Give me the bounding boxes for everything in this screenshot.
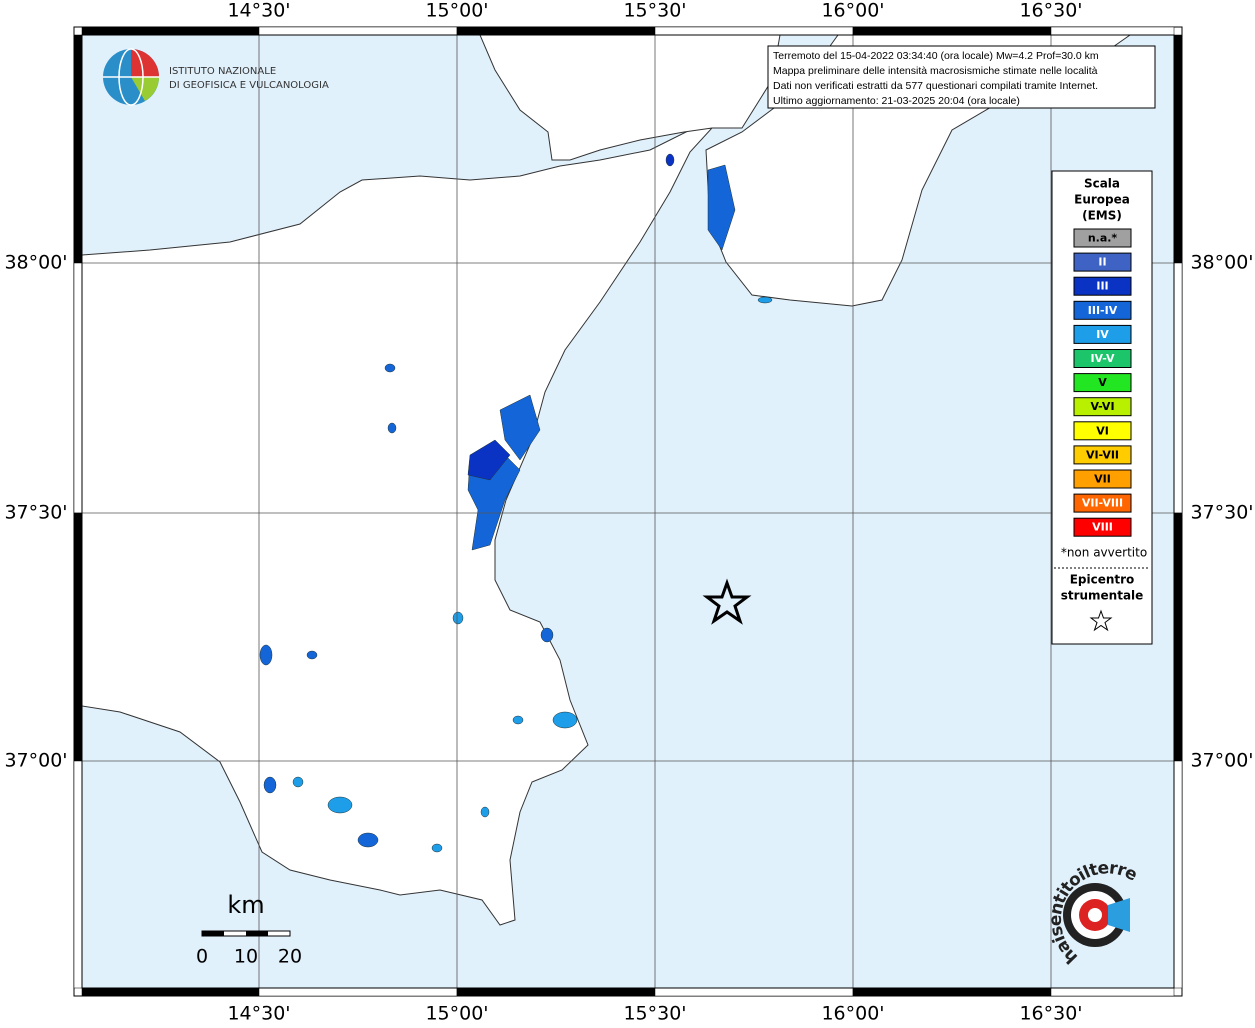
lat-label: 37°00'	[4, 750, 67, 772]
legend-star	[1089, 609, 1113, 632]
legend-label: III-IV	[1088, 304, 1118, 317]
scale-bar: km 0 10 20	[196, 891, 302, 968]
legend-epicenter: strumentale	[1061, 589, 1144, 603]
info-line: Mappa preliminare delle intensità macros…	[773, 65, 1098, 77]
legend-note: *non avvertito	[1061, 546, 1147, 560]
frame-bar	[852, 987, 1052, 997]
info-frame	[767, 45, 1156, 109]
legend-swatch	[1073, 276, 1132, 296]
lat-label: 37°30'	[4, 502, 67, 524]
legend-swatch	[1073, 397, 1132, 417]
logo-sector	[131, 77, 159, 101]
legend-swatch	[1073, 421, 1132, 441]
legend-swatch	[1073, 300, 1132, 320]
legend-swatch	[1073, 469, 1132, 489]
legend-swatch	[1073, 493, 1132, 513]
legend-label: V	[1098, 376, 1107, 389]
scale-segment	[202, 931, 224, 936]
info-box: Terremoto del 15-04-2022 03:34:40 (ora l…	[767, 45, 1156, 109]
frame-bar	[81, 987, 260, 997]
legend-title: Scala	[1084, 177, 1120, 191]
lon-label: 16°30'	[1019, 1003, 1082, 1025]
frame-bar	[654, 26, 854, 36]
institute-name: ISTITUTO NAZIONALE	[169, 66, 276, 77]
legend-swatch	[1073, 373, 1132, 393]
graticule	[82, 35, 1174, 988]
frame-bar	[73, 34, 83, 264]
legend: ScalaEuropea(EMS)n.a.*IIIIIIII-IVIVIV-VV…	[1051, 170, 1153, 645]
frame-bar	[258, 987, 458, 997]
lon-label: 16°00'	[821, 1003, 884, 1025]
lon-label: 15°00'	[425, 0, 488, 22]
scale-tick-label: 20	[278, 946, 302, 968]
info-line: Terremoto del 15-04-2022 03:34:40 (ora l…	[773, 50, 1099, 62]
intensity-areas	[259, 153, 773, 853]
lat-label: 38°00'	[4, 252, 67, 274]
legend-label: IV-V	[1090, 352, 1115, 365]
scale-tick-label: 10	[234, 946, 258, 968]
legend-swatch	[1073, 324, 1132, 344]
lon-label: 15°30'	[623, 1003, 686, 1025]
scale-unit: km	[227, 891, 264, 919]
scale-segment	[246, 931, 268, 936]
frame-bar	[1173, 34, 1183, 264]
lon-label: 15°00'	[425, 1003, 488, 1025]
frame-bar	[1050, 987, 1175, 997]
frame-bar	[1173, 760, 1183, 989]
frame-bar	[81, 26, 260, 36]
legend-swatch	[1073, 252, 1132, 272]
lat-label: 38°00'	[1190, 252, 1253, 274]
frame-bar	[456, 26, 656, 36]
frame-bar	[1173, 262, 1183, 514]
frame-bar	[73, 262, 83, 514]
legend-swatch	[1073, 517, 1132, 537]
legend-label: VI	[1096, 424, 1109, 437]
map-border	[81, 34, 1175, 989]
info-line: Dati non verificati estratti da 577 ques…	[773, 80, 1098, 92]
map-frame	[73, 26, 1183, 997]
frame-bar	[852, 26, 1052, 36]
ingv-logo: ISTITUTO NAZIONALE DI GEOFISICA E VULCAN…	[103, 48, 329, 106]
lon-label: 14°30'	[227, 1003, 290, 1025]
epicenter	[702, 578, 752, 625]
legend-label: n.a.*	[1088, 232, 1118, 245]
legend-swatch	[1073, 445, 1132, 465]
legend-title: (EMS)	[1082, 209, 1122, 223]
logo-speaker	[1108, 898, 1130, 932]
legend-label: VIII	[1092, 521, 1113, 534]
legend-label: VII-VIII	[1082, 497, 1123, 510]
coordinate-labels: 14°30' 14°30' 15°00' 15°00' 15°30' 15°30' 16°0…	[4, 0, 1253, 1025]
legend-swatch	[1073, 349, 1132, 368]
institute-name: DI GEOFISICA E VULCANOLOGIA	[169, 80, 329, 91]
legend-epicenter: Epicentro	[1070, 573, 1135, 587]
logo-sector	[131, 49, 159, 77]
frame-bar	[258, 26, 458, 36]
legend-swatch	[1073, 228, 1132, 248]
legend-label: VII	[1094, 473, 1111, 486]
lon-label: 16°30'	[1019, 0, 1082, 22]
legend-title: Europea	[1074, 193, 1130, 207]
scale-tick-label: 0	[196, 946, 208, 968]
legend-label: II	[1098, 256, 1106, 269]
frame-bar	[73, 760, 83, 989]
frame-bar	[1173, 512, 1183, 762]
info-line: Ultimo aggiornamento: 21-03-2025 20:04 (…	[773, 95, 1020, 107]
legend-label: V-VI	[1090, 400, 1114, 413]
sicily	[81, 127, 714, 926]
lon-label: 14°30'	[227, 0, 290, 22]
legend-label: III	[1096, 280, 1108, 293]
north-coast	[470, 34, 781, 161]
lon-label: 15°30'	[623, 0, 686, 22]
frame-bar	[73, 512, 83, 762]
frame-bar	[1050, 26, 1175, 36]
legend-label: IV	[1096, 328, 1109, 341]
logo-ring	[1088, 908, 1102, 922]
lat-label: 37°30'	[1190, 502, 1253, 524]
lon-label: 16°00'	[821, 0, 884, 22]
frame-bar	[456, 987, 656, 997]
legend-label: VI-VII	[1086, 448, 1119, 461]
frame-bar	[654, 987, 854, 997]
lat-label: 37°00'	[1190, 750, 1253, 772]
